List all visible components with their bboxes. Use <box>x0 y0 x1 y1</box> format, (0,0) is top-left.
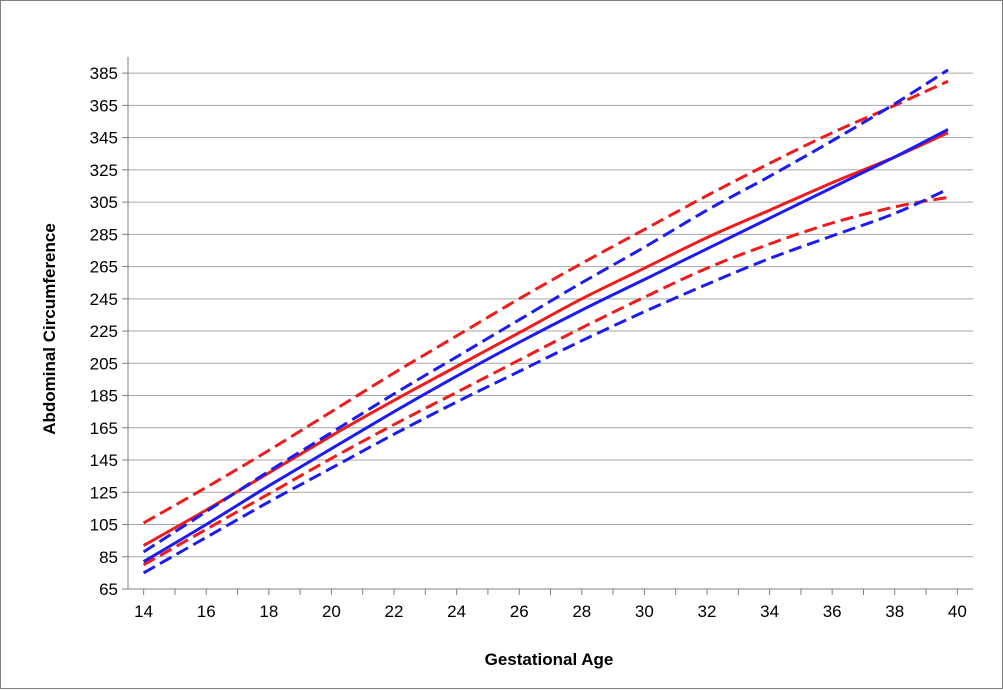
x-tick-label: 22 <box>385 602 404 621</box>
x-tick-label: 36 <box>823 602 842 621</box>
y-tick-label: 65 <box>99 580 118 599</box>
x-tick-label: 16 <box>197 602 216 621</box>
series-line-5 <box>142 68 949 554</box>
x-tick-label: 40 <box>948 602 967 621</box>
x-tick-label: 18 <box>259 602 278 621</box>
series-lines <box>142 68 949 575</box>
x-tick-label: 14 <box>134 602 153 621</box>
y-tick-labels: 65 85 105 125 145 165 185 205 225 245 265 285 305 325… <box>90 64 118 599</box>
series-line-4 <box>142 128 949 563</box>
gridlines <box>128 72 973 558</box>
y-tick-label: 265 <box>90 258 118 277</box>
x-tick-label: 24 <box>447 602 466 621</box>
y-tick-label: 165 <box>90 419 118 438</box>
y-tick-label: 285 <box>90 225 118 244</box>
y-tick-label: 205 <box>90 354 118 373</box>
series-line-6 <box>142 187 949 575</box>
y-tick-label: 85 <box>99 548 118 567</box>
x-tick-label: 20 <box>322 602 341 621</box>
y-tick-label: 245 <box>90 290 118 309</box>
series-line-3 <box>142 195 949 567</box>
y-tick-label: 125 <box>90 483 118 502</box>
y-tick-label: 345 <box>90 129 118 148</box>
axes <box>122 57 973 595</box>
y-tick-label: 185 <box>90 387 118 406</box>
x-tick-label: 38 <box>885 602 904 621</box>
y-tick-label: 365 <box>90 96 118 115</box>
x-tick-label: 30 <box>635 602 654 621</box>
x-tick-label: 28 <box>572 602 591 621</box>
y-tick-label: 105 <box>90 516 118 535</box>
x-axis-label: Gestational Age <box>485 650 614 669</box>
x-tick-label: 34 <box>760 602 779 621</box>
y-tick-label: 225 <box>90 322 118 341</box>
y-tick-label: 305 <box>90 193 118 212</box>
series-line-1 <box>142 131 949 547</box>
x-tick-labels: 14 16 18 20 22 24 26 28 30 32 34 36 38 40 <box>134 602 967 621</box>
y-axis-label: Abdominal Circumference <box>40 223 59 435</box>
x-tick-label: 26 <box>510 602 529 621</box>
y-tick-label: 325 <box>90 161 118 180</box>
y-tick-label: 385 <box>90 64 118 83</box>
x-tick-label: 32 <box>698 602 717 621</box>
y-tick-label: 145 <box>90 451 118 470</box>
series-line-2 <box>142 79 949 525</box>
